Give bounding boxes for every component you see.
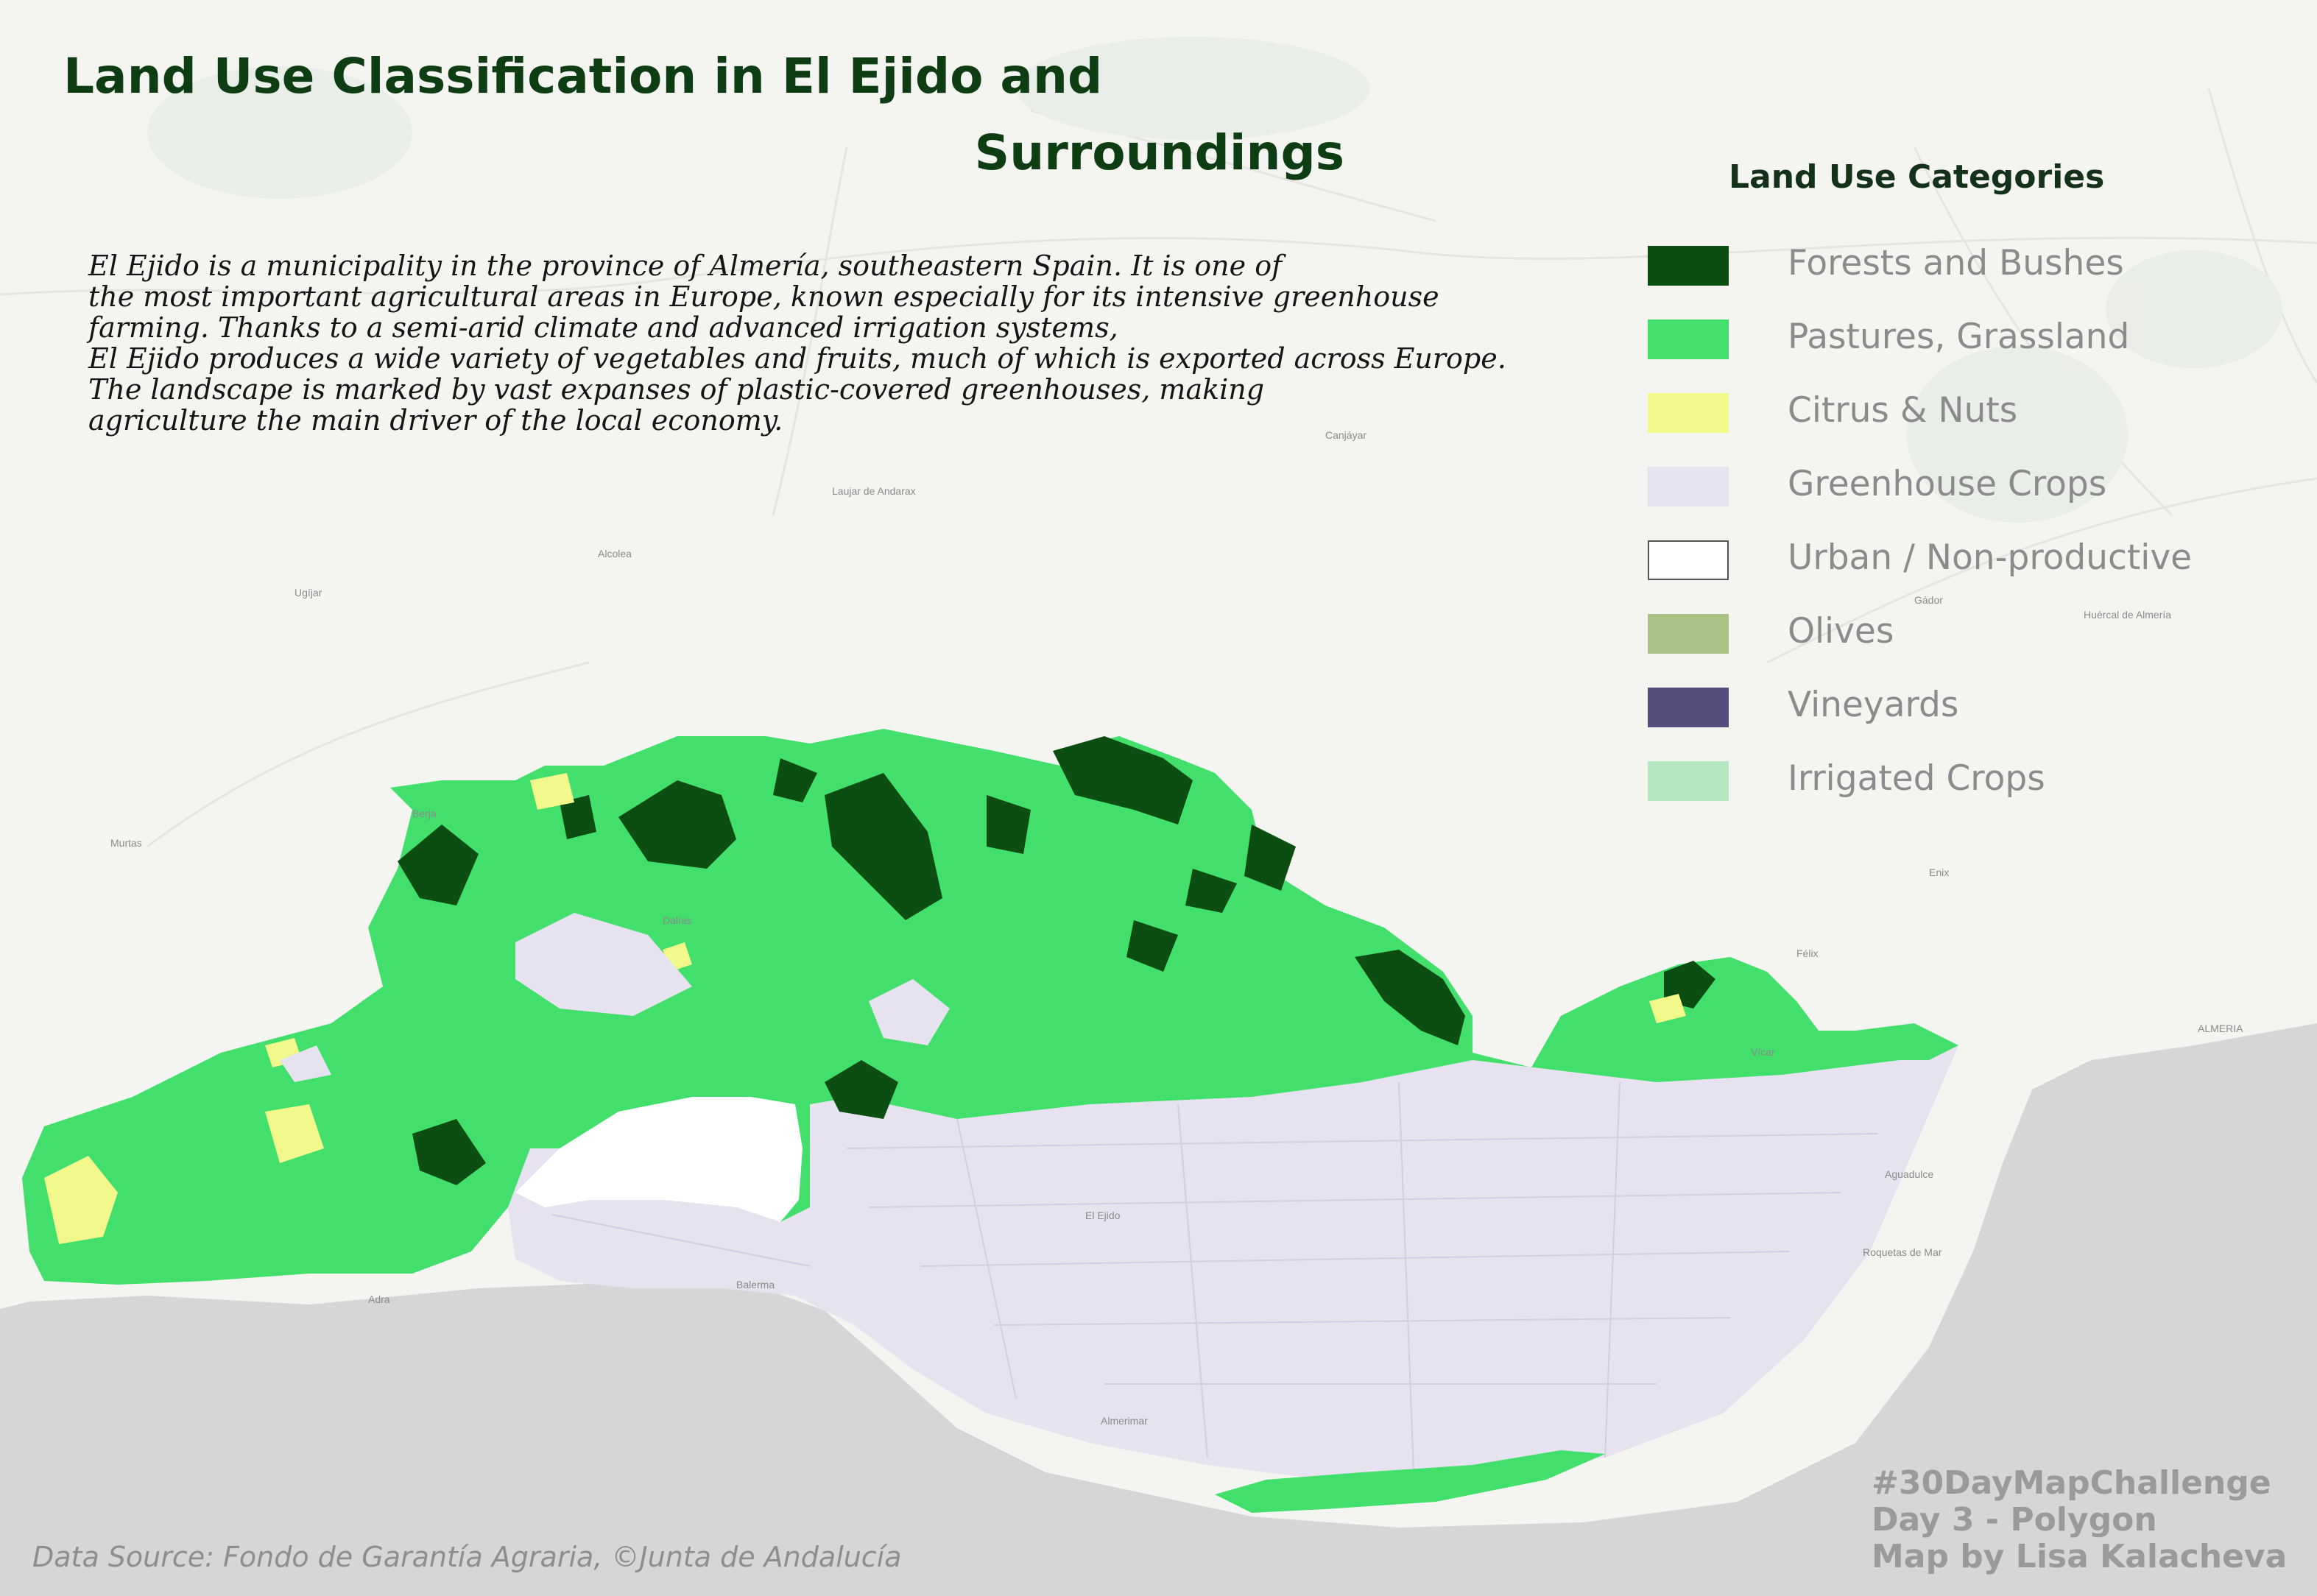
credit-hashtag: #30DayMapChallenge xyxy=(1872,1464,2271,1502)
legend-swatch xyxy=(1648,246,1729,286)
place-aguadulce: Aguadulce xyxy=(1885,1168,1933,1180)
urban-enclave xyxy=(515,1097,803,1222)
place-laujar: Laujar de Andarax xyxy=(832,485,916,497)
place-huercal: Huércal de Almería xyxy=(2084,609,2171,621)
description: El Ejido is a municipality in the provin… xyxy=(88,250,1605,436)
legend-label: Vineyards xyxy=(1788,685,1959,725)
legend-swatch xyxy=(1648,319,1729,359)
description-line: the most important agricultural areas in… xyxy=(88,280,1439,313)
place-balerma: Balerma xyxy=(736,1279,775,1290)
place-adra: Adra xyxy=(368,1293,390,1305)
description-line: agriculture the main driver of the local… xyxy=(88,404,783,437)
legend-label: Olives xyxy=(1788,611,1894,652)
description-line: El Ejido is a municipality in the provin… xyxy=(88,250,1283,282)
greenhouse-inland xyxy=(280,913,950,1082)
place-felix: Félix xyxy=(1796,947,1819,959)
place-almeria: ALMERIA xyxy=(2198,1023,2243,1034)
pasture-region xyxy=(22,729,1958,1285)
place-dalias: Dalías xyxy=(663,914,692,926)
legend-swatch xyxy=(1648,614,1729,654)
greenhouse-texture xyxy=(551,1081,1878,1473)
description-line: farming. Thanks to a semi-arid climate a… xyxy=(88,311,1118,344)
legend-swatch xyxy=(1648,688,1729,727)
credit-day: Day 3 - Polygon xyxy=(1872,1501,2157,1539)
credit-author: Map by Lisa Kalacheva xyxy=(1872,1538,2288,1575)
description-line: El Ejido produces a wide variety of vege… xyxy=(88,342,1506,375)
place-gador: Gádor xyxy=(1914,594,1943,606)
legend-label: Greenhouse Crops xyxy=(1788,464,2107,504)
basemap-hills xyxy=(147,37,2282,523)
legend-label: Forests and Bushes xyxy=(1788,243,2124,283)
place-alcolea: Alcolea xyxy=(598,548,632,559)
citrus-patches xyxy=(44,773,1686,1244)
legend-label: Urban / Non-productive xyxy=(1788,537,2193,578)
place-murtas: Murtas xyxy=(110,837,142,849)
map-title-line-1: Land Use Classification in El Ejido and xyxy=(63,48,1103,105)
credits: #30DayMapChallenge Day 3 - Polygon Map b… xyxy=(1872,1465,2287,1575)
map-title: Land Use Classification in El Ejido and … xyxy=(63,38,1344,191)
legend-label: Pastures, Grassland xyxy=(1788,317,2130,357)
basemap-places: El Ejido ALMERIA Roquetas de Mar Aguadul… xyxy=(110,429,2243,1427)
data-source: Data Source: Fondo de Garantía Agraria, … xyxy=(32,1541,902,1573)
place-el-ejido: El Ejido xyxy=(1085,1210,1121,1221)
legend-swatch xyxy=(1648,761,1729,801)
description-line: The landscape is marked by vast expanses… xyxy=(88,373,1265,406)
place-berja: Berja xyxy=(412,808,437,819)
legend-swatch xyxy=(1648,393,1729,433)
place-ugijar: Ugíjar xyxy=(295,587,322,598)
greenhouse-area xyxy=(508,1045,1958,1480)
place-enix: Enix xyxy=(1929,866,1949,878)
legend-label: Irrigated Crops xyxy=(1788,758,2045,799)
legend-swatch xyxy=(1648,467,1729,506)
place-almerimar: Almerimar xyxy=(1101,1415,1148,1427)
place-vicar: Vícar xyxy=(1751,1046,1775,1058)
legend-title: Land Use Categories xyxy=(1729,158,2105,196)
sea xyxy=(0,1023,2317,1596)
coastal-green-strip xyxy=(1215,1450,1605,1513)
place-roquetas: Roquetas de Mar xyxy=(1863,1246,1942,1258)
legend-swatch xyxy=(1648,540,1729,580)
map-title-line-2: Surroundings xyxy=(974,124,1344,181)
place-canjayar: Canjáyar xyxy=(1325,429,1366,441)
legend-label: Citrus & Nuts xyxy=(1788,390,2018,431)
